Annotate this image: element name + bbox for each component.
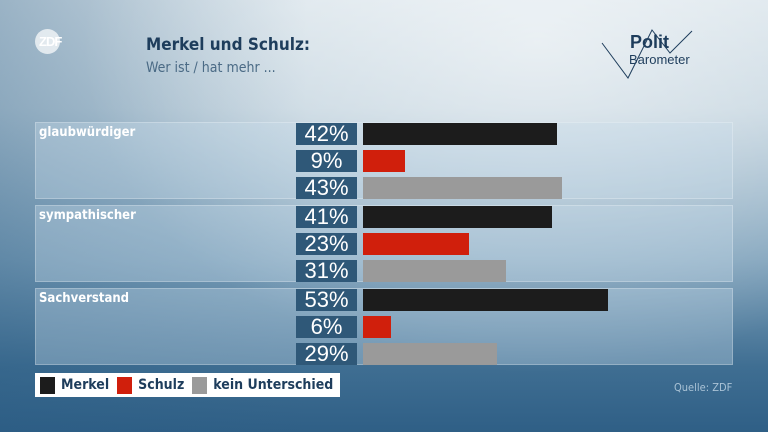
data-label: 31%: [296, 260, 357, 282]
data-label: 53%: [296, 289, 357, 311]
source-note: Quelle: ZDF: [674, 381, 733, 394]
bar-kein-unterschied: [363, 343, 497, 365]
legend-label: kein Unterschied: [213, 377, 334, 393]
zdf-logo: ZDF: [35, 29, 62, 54]
category-label: sympathischer: [39, 208, 136, 223]
chart-subtitle: Wer ist / hat mehr ...: [146, 60, 276, 76]
data-label: 6%: [296, 316, 357, 338]
bar-schulz: [363, 150, 405, 172]
bar-schulz: [363, 316, 391, 338]
data-label: 29%: [296, 343, 357, 365]
legend-swatch: [117, 376, 133, 394]
bar-merkel: [363, 289, 608, 311]
politbarometer-logo: Polit Barometer: [600, 26, 725, 81]
data-label: 9%: [296, 150, 357, 172]
chart-title: Merkel und Schulz:: [146, 35, 310, 55]
legend-label: Schulz: [138, 377, 185, 393]
legend-swatch: [40, 376, 55, 394]
category-label: glaubwürdiger: [39, 125, 136, 140]
bar-kein-unterschied: [363, 260, 507, 282]
category-label: Sachverstand: [39, 291, 130, 306]
bar-schulz: [363, 233, 470, 255]
legend: Merkel Schulz kein Unterschied: [35, 373, 341, 397]
data-label: 43%: [296, 177, 357, 199]
data-label: 42%: [296, 123, 357, 145]
bar-kein-unterschied: [363, 177, 562, 199]
data-label: 41%: [296, 206, 357, 228]
bar-merkel: [363, 123, 558, 145]
data-label: 23%: [296, 233, 357, 255]
legend-swatch: [192, 376, 208, 394]
legend-label: Merkel: [61, 377, 110, 393]
bar-merkel: [363, 206, 553, 228]
